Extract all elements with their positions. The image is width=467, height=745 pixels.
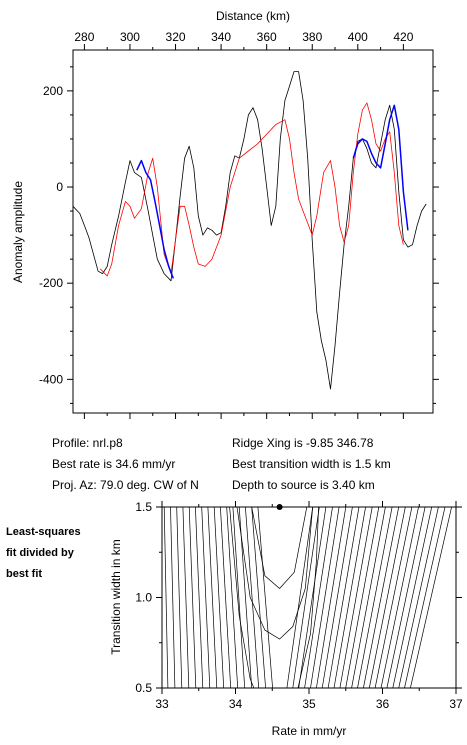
bottom-x-axis-label: Rate in mm/yr [272,724,347,738]
top-x-tick-label: 400 [348,30,368,44]
anomaly-series [72,71,427,390]
bottom-x-tick-label: 34 [229,697,243,711]
top-y-tick-label: -400 [39,372,63,386]
bottom-y-tick-label: 1.0 [135,591,152,605]
contour-line [245,506,260,689]
side-note-line-1: Least-squares [6,526,81,538]
bottom-y-tick-label: 1.5 [135,500,152,514]
contour-line [257,506,273,689]
side-note-line-2: fit divided by [6,547,75,559]
best-width-text: Best transition width is 1.5 km [232,457,391,471]
bottom-x-tick-label: 37 [449,697,463,711]
bottom-x-tick-label: 36 [376,697,390,711]
contour-line [170,506,176,689]
anomaly-plot-frame [72,49,434,414]
contour-line [182,506,190,689]
top-x-tick-label: 300 [120,30,140,44]
top-x-ticks: 280 300 320 340 360 380 400 420 [74,30,414,419]
bottom-y-ticks: 0.5 1.0 1.5 [135,500,462,695]
top-y-axis-label: Anomaly amplitude [11,181,25,283]
contour-line [176,506,183,689]
contour-line [304,506,333,689]
bottom-y-axis-label: Transition width in km [109,539,123,655]
contour-line [251,506,308,589]
contour-line [163,506,169,689]
contour-line [207,506,218,689]
contour-line [297,506,319,689]
contour-line [351,506,386,689]
contour-chart: 33 34 35 36 37 0.5 1.0 1.5 Rate in mm/yr Trans… [109,500,463,738]
contour-line [339,506,373,689]
top-y-tick-label: 200 [43,84,63,98]
contour-line [310,506,340,689]
bottom-x-tick-label: 35 [302,697,316,711]
top-x-tick-label: 380 [302,30,322,44]
contour-line [357,506,393,689]
info-panel: Profile: nrl.p8 Best rate is 34.6 mm/yr … [52,436,391,492]
top-y-tick-label: -200 [39,276,63,290]
contour-line [188,506,197,689]
contour-line [213,506,225,689]
contour-line [232,506,246,689]
contour-line [321,506,353,689]
contour-line [251,506,266,689]
contour-line [368,506,406,689]
contour-line [392,506,433,689]
contour-line [398,506,439,689]
bottom-x-tick-label: 33 [155,697,169,711]
top-y-tick-label: 0 [56,180,63,194]
contour-line [286,506,314,689]
top-x-axis-label: Distance (km) [216,9,290,23]
contour-line [220,506,232,689]
contour-line [292,506,320,689]
anomaly-chart: 280 300 320 340 360 380 400 420 200 0 -200 -400 Di… [11,9,439,419]
ridge-xing-text: Ridge Xing is -9.85 346.78 [232,436,374,450]
side-note: Least-squares fit divided by best fit [6,526,81,580]
top-x-tick-label: 280 [74,30,94,44]
depth-text: Depth to source is 3.40 km [232,478,375,492]
series-line [100,102,404,277]
proj-az-text: Proj. Az: 79.0 deg. CW of N [52,478,199,492]
best-rate-text: Best rate is 34.6 mm/yr [52,457,175,471]
side-note-line-3: best fit [6,568,42,580]
contour-line [316,506,347,689]
contour-lines [163,506,452,689]
contour-line [201,506,211,689]
contour-line [404,506,446,689]
bottom-y-tick-label: 0.5 [135,681,152,695]
contour-line [333,506,366,689]
contour-line [345,506,380,689]
series-line [136,104,409,279]
contour-line [374,506,413,689]
contour-line [236,506,314,640]
contour-line [327,506,360,689]
top-x-tick-label: 360 [257,30,277,44]
contour-line [226,506,239,689]
contour-line [380,506,419,689]
top-x-tick-label: 340 [211,30,231,44]
best-fit-marker [276,504,283,510]
contour-line [386,506,426,689]
profile-text: Profile: nrl.p8 [52,436,123,450]
contour-line [229,506,255,689]
contour-line [363,506,400,689]
contour-line [410,506,452,689]
series-line [72,71,427,390]
top-x-tick-label: 320 [166,30,186,44]
bottom-x-ticks: 33 34 35 36 37 [155,501,463,711]
contour-line [195,506,204,689]
contour-line [298,506,327,689]
top-y-ticks: 200 0 -200 -400 [39,66,439,404]
top-x-tick-label: 420 [393,30,413,44]
